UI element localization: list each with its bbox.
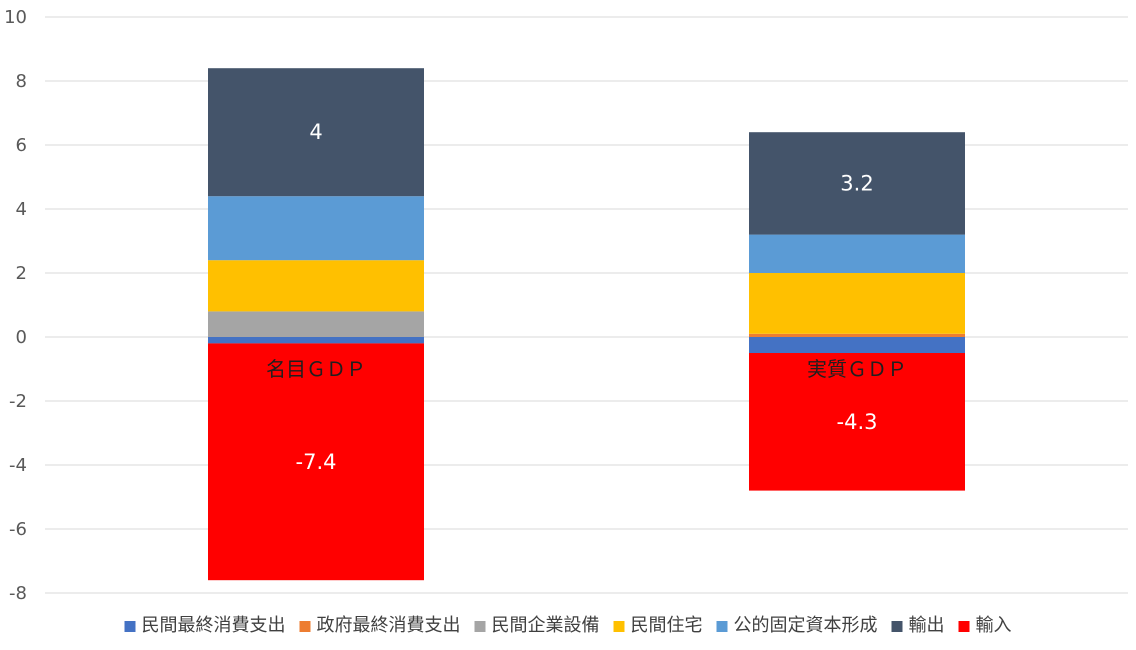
legend-item: 民間住宅 — [614, 615, 703, 636]
bar-segment — [208, 196, 424, 260]
y-tick-label: 10 — [4, 7, 27, 28]
legend-swatch — [717, 621, 728, 632]
bar-segment — [208, 311, 424, 337]
legend-label: 輸出 — [909, 615, 945, 636]
y-tick-label: -8 — [9, 583, 27, 604]
legend-item: 民間企業設備 — [475, 615, 600, 636]
legend-item: 民間最終消費支出 — [125, 615, 286, 636]
y-tick-label: 0 — [16, 327, 27, 348]
legend-label: 民間企業設備 — [492, 615, 600, 636]
y-tick-label: 2 — [16, 263, 27, 284]
bar-segment — [749, 235, 965, 273]
y-tick-label: -4 — [9, 455, 27, 476]
y-tick-label: -2 — [9, 391, 27, 412]
bar-segment — [749, 334, 965, 337]
legend-label: 民間住宅 — [631, 615, 703, 636]
y-tick-label: 6 — [16, 135, 27, 156]
y-tick-label: 4 — [16, 199, 27, 220]
data-label: -4.3 — [837, 410, 878, 434]
legend-swatch — [959, 621, 970, 632]
legend-item: 公的固定資本形成 — [717, 615, 878, 636]
legend-item: 輸入 — [959, 615, 1012, 636]
legend-label: 政府最終消費支出 — [317, 615, 461, 636]
legend-label: 公的固定資本形成 — [734, 615, 878, 636]
legend-swatch — [614, 621, 625, 632]
data-label: 3.2 — [840, 171, 873, 195]
bar-segment — [208, 260, 424, 311]
legend-swatch — [300, 621, 311, 632]
legend-item: 輸出 — [892, 615, 945, 636]
category-labels: 名目ＧＤＰ 実質ＧＤＰ — [266, 357, 907, 381]
legend-swatch — [475, 621, 486, 632]
legend-swatch — [125, 621, 136, 632]
bar-segment — [749, 337, 965, 353]
category-label: 実質ＧＤＰ — [807, 357, 907, 381]
legend-swatch — [892, 621, 903, 632]
y-axis: 10 8 6 4 2 0 -2 -4 -6 -8 — [4, 7, 27, 604]
y-tick-label: 8 — [16, 71, 27, 92]
bar-segment — [749, 273, 965, 334]
y-tick-label: -6 — [9, 519, 27, 540]
data-label: 4 — [309, 120, 322, 144]
legend-label: 輸入 — [976, 615, 1012, 636]
gridlines — [45, 17, 1128, 593]
category-label: 名目ＧＤＰ — [266, 357, 366, 381]
legend: 民間最終消費支出 政府最終消費支出 民間企業設備 民間住宅 公的固定資本形成 輸出 輸入 — [125, 615, 1012, 636]
data-label: -7.4 — [296, 450, 337, 474]
legend-item: 政府最終消費支出 — [300, 615, 461, 636]
legend-label: 民間最終消費支出 — [142, 615, 286, 636]
bar-segment — [208, 337, 424, 343]
